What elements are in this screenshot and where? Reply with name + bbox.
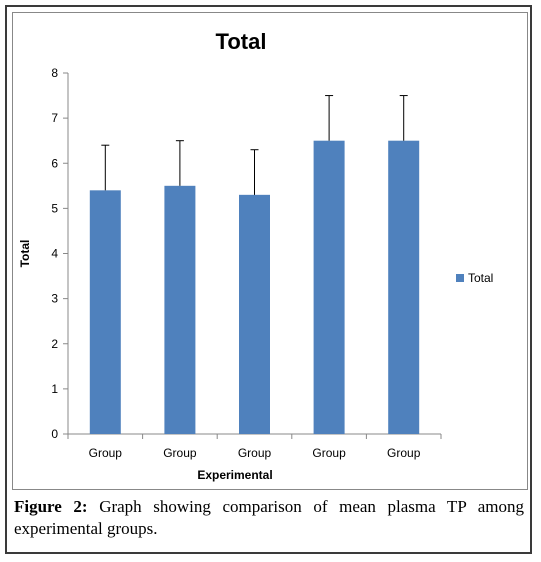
caption-label: Figure 2: (14, 497, 88, 516)
bars (89, 95, 420, 434)
x-tick-label: Group (238, 446, 272, 460)
caption-text: Graph showing comparison of mean plasma … (14, 497, 524, 538)
x-tick-label: Group (89, 446, 123, 460)
x-axis-label: Experimental (197, 468, 272, 482)
x-tick-label: Group (163, 446, 197, 460)
y-tick-label: 6 (51, 156, 58, 170)
chart-title: Total (216, 29, 267, 54)
y-tick-label: 3 (51, 292, 58, 306)
y-axis: 0 1 2 3 4 5 6 7 8 (51, 66, 69, 441)
y-tick-label: 8 (51, 66, 58, 80)
y-axis-label: Total (18, 240, 32, 268)
bar (313, 140, 345, 434)
legend: Total (456, 271, 493, 285)
legend-label: Total (468, 271, 493, 285)
y-tick-label: 5 (51, 201, 58, 215)
y-tick-label: 0 (51, 427, 58, 441)
y-tick-label: 7 (51, 111, 58, 125)
chart-container: Total Total Experimental 0 1 2 3 4 5 6 7 8 Group… (12, 12, 528, 490)
bar (239, 194, 270, 434)
y-tick-label: 4 (51, 247, 58, 261)
bar (89, 190, 121, 434)
y-tick-label: 1 (51, 382, 58, 396)
bar (388, 140, 420, 434)
x-axis: Group Group Group Group Group (67, 433, 442, 460)
figure-caption: Figure 2: Graph showing comparison of me… (14, 496, 524, 540)
x-tick-label: Group (312, 446, 346, 460)
x-tick-label: Group (387, 446, 421, 460)
bar (164, 185, 196, 434)
y-tick-label: 2 (51, 337, 58, 351)
bar-chart: Total Total Experimental 0 1 2 3 4 5 6 7 8 Group… (18, 29, 493, 482)
legend-swatch (456, 274, 464, 282)
